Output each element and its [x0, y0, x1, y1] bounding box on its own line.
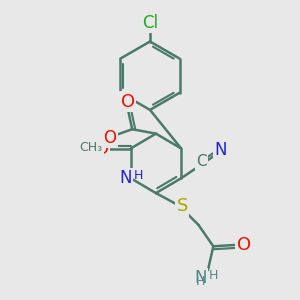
Text: O: O [237, 236, 251, 254]
Text: H: H [209, 269, 218, 282]
Text: H: H [196, 275, 206, 288]
Text: N: N [119, 169, 132, 187]
Text: Cl: Cl [142, 14, 158, 32]
Text: O: O [121, 93, 135, 111]
Text: C: C [196, 154, 206, 169]
Text: S: S [176, 197, 188, 215]
Text: N: N [194, 269, 207, 287]
Text: O: O [95, 140, 109, 158]
Text: CH₃: CH₃ [80, 140, 103, 154]
Text: N: N [214, 141, 227, 159]
Text: H: H [134, 169, 143, 182]
Text: O: O [103, 129, 116, 147]
